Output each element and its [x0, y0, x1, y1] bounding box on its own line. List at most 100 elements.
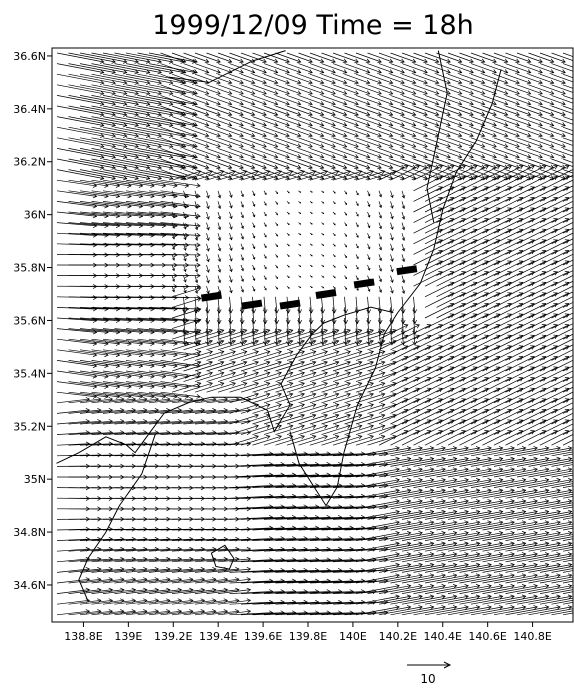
wind-vector-head [401, 279, 406, 284]
wind-vector [470, 468, 515, 478]
wind-vector [206, 211, 209, 220]
wind-vector-head [492, 132, 497, 138]
wind-vector [102, 126, 150, 137]
wind-vector-head [411, 132, 417, 138]
wind-vector [470, 84, 497, 95]
wind-vector [275, 559, 319, 563]
wind-vector [137, 589, 170, 594]
wind-vector-head [331, 154, 336, 159]
wind-vector-head [389, 319, 395, 325]
wind-vector-head [196, 307, 202, 313]
wind-vector [436, 271, 466, 287]
wind-vector-head [526, 154, 532, 159]
wind-vector [68, 63, 116, 73]
wind-vector-head [438, 430, 443, 435]
wind-vector [217, 254, 221, 262]
wind-vector-head [461, 165, 466, 170]
wind-vector [206, 382, 236, 393]
wind-vector-head [530, 249, 535, 255]
wind-vector [436, 282, 466, 298]
wind-vector-head [518, 196, 524, 202]
wind-vector [206, 95, 232, 105]
wind-vector [263, 569, 308, 573]
wind-vector [539, 116, 566, 126]
wind-vector-head [251, 319, 257, 325]
wind-vector-head [418, 583, 423, 589]
wind-vector [148, 179, 189, 187]
wind-vector [482, 52, 508, 63]
wind-vector [137, 381, 178, 388]
wind-vector [355, 170, 385, 181]
wind-vector [229, 170, 259, 181]
wind-vector-head [521, 520, 527, 525]
wind-vector-head [288, 350, 294, 355]
wind-vector-head [507, 249, 512, 255]
wind-vector [183, 211, 186, 219]
wind-vector [194, 409, 228, 414]
wind-vector-head [503, 143, 509, 148]
wind-vector [68, 548, 101, 552]
wind-vector [183, 63, 209, 73]
wind-vector-head [287, 234, 290, 236]
wind-vector-head [549, 154, 555, 159]
wind-vector [493, 73, 520, 84]
wind-vector-head [406, 499, 412, 504]
wind-vector-head [495, 377, 501, 382]
wind-vector [240, 372, 270, 382]
wind-vector [137, 63, 185, 73]
wind-vector [160, 610, 193, 616]
wind-vector-head [366, 319, 372, 325]
wind-vector-head [438, 408, 443, 414]
wind-vector [539, 481, 573, 488]
wind-vector [470, 564, 515, 573]
wind-vector [286, 63, 313, 73]
wind-vector [309, 351, 339, 361]
wind-vector [298, 351, 328, 361]
wind-vector-head [495, 271, 501, 276]
wind-vector-head [521, 594, 527, 600]
wind-vector [263, 425, 293, 435]
wind-vector-head [401, 194, 406, 199]
wind-vector [275, 601, 319, 605]
wind-vector [401, 116, 428, 126]
wind-vector [171, 137, 198, 148]
wind-vector-head [231, 350, 236, 355]
wind-vector-head [521, 530, 527, 536]
wind-vector-head [390, 247, 394, 252]
wind-vector [68, 307, 109, 310]
y-tick-label: 36N [24, 209, 46, 222]
wind-vector [378, 84, 405, 95]
wind-vector [125, 568, 159, 573]
wind-vector [263, 254, 267, 259]
wind-vector [252, 275, 255, 281]
wind-vector [148, 548, 182, 552]
wind-vector-head [457, 154, 463, 159]
wind-vector [102, 116, 150, 126]
wind-vector-head [231, 381, 236, 387]
wind-vector [459, 606, 503, 616]
wind-vector [298, 506, 342, 510]
front-dash [200, 291, 222, 302]
wind-vector [275, 296, 278, 314]
wind-vector-head [469, 69, 474, 74]
wind-vector [413, 521, 457, 531]
wind-vector [137, 548, 170, 552]
wind-vector [298, 116, 324, 126]
wind-vector-head [346, 403, 351, 408]
wind-vector-head [296, 132, 302, 138]
wind-vector-head [122, 90, 128, 96]
wind-vector-head [441, 594, 446, 600]
wind-vector [68, 443, 101, 446]
wind-vector [413, 137, 439, 148]
wind-vector-head [484, 249, 489, 255]
wind-vector-head [323, 381, 328, 387]
wind-vector-head [438, 419, 443, 424]
wind-vector [286, 463, 331, 467]
wind-vector-head [452, 520, 458, 525]
wind-vector [309, 158, 336, 169]
wind-vector-head [122, 175, 128, 181]
wind-vector-head [254, 371, 259, 376]
wind-vector-head [418, 446, 423, 451]
wind-vector-head [122, 122, 128, 128]
wind-vector-head [346, 413, 351, 419]
